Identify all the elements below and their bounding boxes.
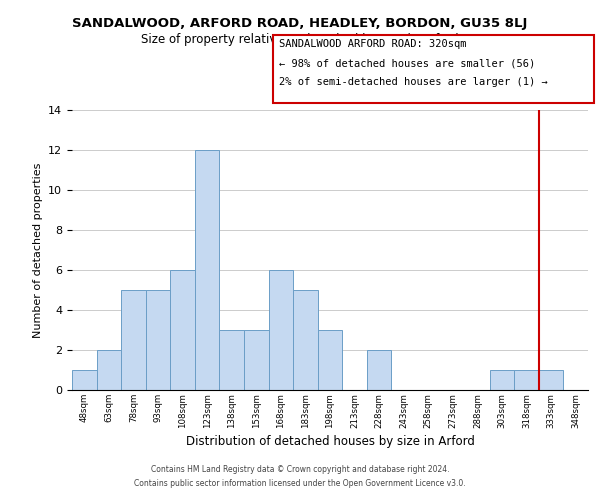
Text: Size of property relative to detached houses in Arford: Size of property relative to detached ho…	[141, 32, 459, 46]
Y-axis label: Number of detached properties: Number of detached properties	[32, 162, 43, 338]
Bar	[97, 350, 121, 390]
Text: Contains public sector information licensed under the Open Government Licence v3: Contains public sector information licen…	[134, 479, 466, 488]
Text: 2% of semi-detached houses are larger (1) →: 2% of semi-detached houses are larger (1…	[279, 77, 548, 87]
Bar	[514, 370, 539, 390]
Bar	[367, 350, 391, 390]
Bar	[539, 370, 563, 390]
X-axis label: Distribution of detached houses by size in Arford: Distribution of detached houses by size …	[185, 434, 475, 448]
Bar	[244, 330, 269, 390]
Bar	[146, 290, 170, 390]
Bar	[269, 270, 293, 390]
Bar	[121, 290, 146, 390]
Bar	[293, 290, 318, 390]
Bar	[318, 330, 342, 390]
Bar	[220, 330, 244, 390]
Bar	[490, 370, 514, 390]
Bar	[72, 370, 97, 390]
Text: SANDALWOOD ARFORD ROAD: 320sqm: SANDALWOOD ARFORD ROAD: 320sqm	[279, 39, 467, 49]
Bar	[170, 270, 195, 390]
Text: Contains HM Land Registry data © Crown copyright and database right 2024.: Contains HM Land Registry data © Crown c…	[151, 466, 449, 474]
Text: SANDALWOOD, ARFORD ROAD, HEADLEY, BORDON, GU35 8LJ: SANDALWOOD, ARFORD ROAD, HEADLEY, BORDON…	[73, 18, 527, 30]
Text: ← 98% of detached houses are smaller (56): ← 98% of detached houses are smaller (56…	[279, 58, 535, 68]
Bar	[195, 150, 220, 390]
